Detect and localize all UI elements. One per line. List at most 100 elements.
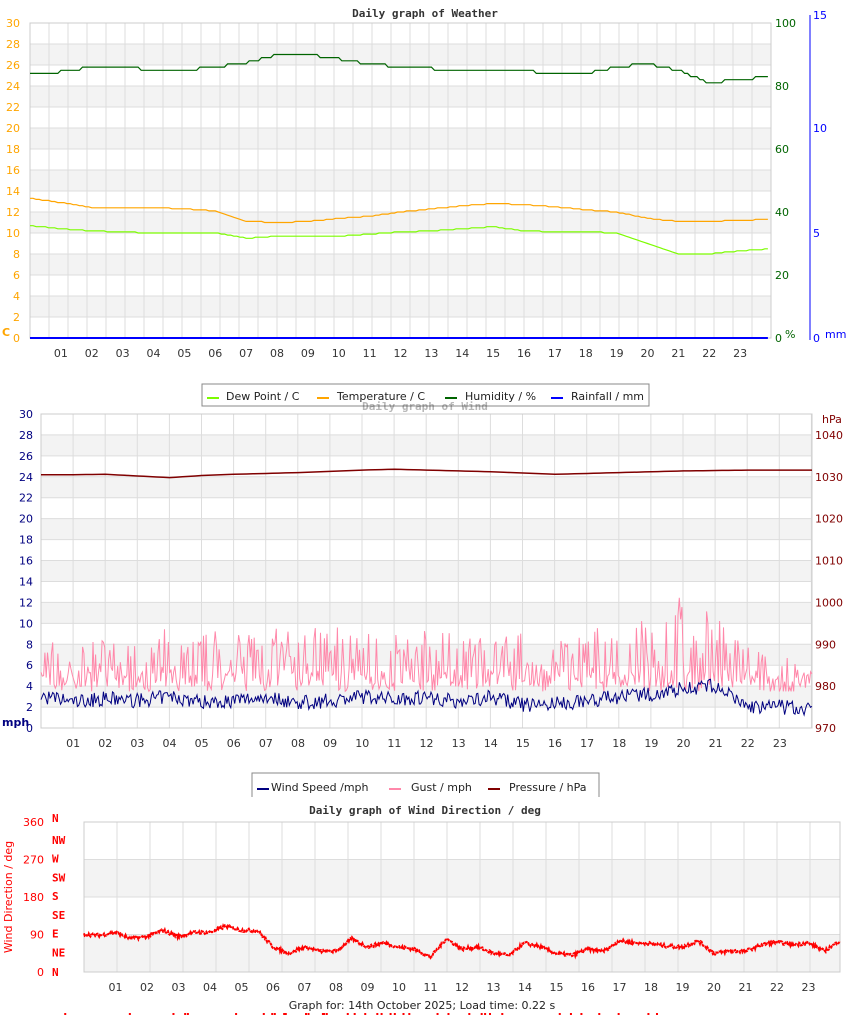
x-tick-label: 19 — [644, 737, 658, 750]
marker-dot — [235, 1013, 238, 1015]
y2-tick-label: 1040 — [815, 429, 843, 442]
x-tick-label: 02 — [85, 347, 99, 360]
x-tick-label: 03 — [130, 737, 144, 750]
marker-dot — [408, 1013, 411, 1015]
marker-dot — [436, 1013, 439, 1015]
compass-label: N — [52, 966, 59, 979]
x-tick-label: 13 — [424, 347, 438, 360]
compass-label: S — [52, 890, 59, 903]
x-tick-label: 17 — [548, 347, 562, 360]
chart-title: Daily graph of Wind Direction / deg — [309, 804, 541, 817]
marker-dot — [172, 1013, 175, 1015]
y-tick-label: 18 — [6, 143, 20, 156]
y-tick-label: 14 — [19, 575, 33, 588]
y3-tick-label: 10 — [813, 122, 827, 135]
x-tick-label: 11 — [363, 347, 377, 360]
x-tick-label: 18 — [612, 737, 626, 750]
x-tick-label: 04 — [147, 347, 161, 360]
x-tick-label: 12 — [455, 981, 469, 994]
x-tick-label: 04 — [203, 981, 217, 994]
y-tick-label: 4 — [26, 680, 33, 693]
x-tick-label: 10 — [392, 981, 406, 994]
y-tick-label: 6 — [13, 269, 20, 282]
y2-tick-label: 990 — [815, 638, 836, 651]
marker-dot — [376, 1013, 379, 1015]
x-tick-label: 05 — [235, 981, 249, 994]
y-tick-label: 90 — [30, 929, 44, 942]
grid-band — [30, 170, 771, 191]
y-tick-label: 0 — [26, 722, 33, 735]
x-tick-label: 14 — [484, 737, 498, 750]
legend-swatch — [389, 788, 401, 790]
y-tick-label: 22 — [6, 101, 20, 114]
x-tick-label: 07 — [239, 347, 253, 360]
marker-dot — [325, 1013, 328, 1015]
series-line-pressure — [41, 468, 812, 479]
y-tick-label: 10 — [6, 227, 20, 240]
marker-dot — [271, 1013, 274, 1015]
y2-tick-label: 0 — [775, 332, 782, 345]
legend-box — [251, 772, 600, 797]
y2-tick-label: 980 — [815, 680, 836, 693]
marker-dot — [273, 1013, 276, 1015]
y3-tick-label: 5 — [813, 227, 820, 240]
x-tick-label: 14 — [455, 347, 469, 360]
x-tick-label: 23 — [802, 981, 816, 994]
series-line-temperature — [30, 197, 768, 224]
y3-tick-label: 0 — [813, 332, 820, 345]
y-tick-label: 14 — [6, 185, 20, 198]
x-tick-label: 15 — [516, 737, 530, 750]
x-tick-label: 08 — [291, 737, 305, 750]
marker-dot — [569, 1013, 572, 1015]
marker-dot — [184, 1013, 187, 1015]
y-tick-label: 20 — [19, 513, 33, 526]
x-tick-label: 03 — [116, 347, 130, 360]
y2-tick-label: 1010 — [815, 555, 843, 568]
y3-unit-label: mm — [825, 328, 846, 341]
y-tick-label: 0 — [13, 332, 20, 345]
y-tick-label: 18 — [19, 534, 33, 547]
plot-frame — [40, 413, 813, 729]
x-tick-label: 10 — [332, 347, 346, 360]
y-tick-label: 2 — [26, 701, 33, 714]
x-tick-label: 23 — [733, 347, 747, 360]
marker-dot — [346, 1013, 349, 1015]
y2-tick-label: 80 — [775, 80, 789, 93]
marker-dot — [305, 1013, 308, 1015]
x-tick-label: 23 — [773, 737, 787, 750]
y-tick-label: 28 — [19, 429, 33, 442]
y-tick-label: 26 — [6, 59, 20, 72]
marker-dot — [307, 1013, 310, 1015]
legend-swatch — [257, 788, 269, 790]
marker-dot — [380, 1013, 383, 1015]
marker-dot — [647, 1013, 650, 1015]
x-tick-label: 09 — [301, 347, 315, 360]
x-tick-label: 01 — [54, 347, 68, 360]
grid-band — [30, 212, 771, 233]
x-tick-label: 03 — [172, 981, 186, 994]
y-tick-label: 8 — [13, 248, 20, 261]
marker-dot — [262, 1013, 265, 1015]
marker-dot — [480, 1013, 483, 1015]
legend-label: Temperature / C — [336, 390, 425, 403]
x-tick-label: 08 — [329, 981, 343, 994]
marker-dot — [364, 1013, 367, 1015]
x-tick-label: 06 — [227, 737, 241, 750]
x-tick-label: 18 — [579, 347, 593, 360]
x-tick-label: 21 — [671, 347, 685, 360]
marker-dot — [447, 1013, 450, 1015]
y2-tick-label: 970 — [815, 722, 836, 735]
marker-dot — [186, 1013, 189, 1015]
y2-tick-label: 1030 — [815, 471, 843, 484]
marker-dot — [501, 1013, 504, 1015]
y-tick-label: 8 — [26, 638, 33, 651]
legend-label: Humidity / % — [465, 390, 536, 403]
series-line-humidity — [30, 53, 768, 84]
compass-label: N — [52, 812, 59, 825]
series-line-dew — [30, 225, 768, 255]
y-tick-label: 24 — [6, 80, 20, 93]
x-tick-label: 19 — [610, 347, 624, 360]
y2-tick-label: 20 — [775, 269, 789, 282]
y-tick-label: 180 — [23, 891, 44, 904]
